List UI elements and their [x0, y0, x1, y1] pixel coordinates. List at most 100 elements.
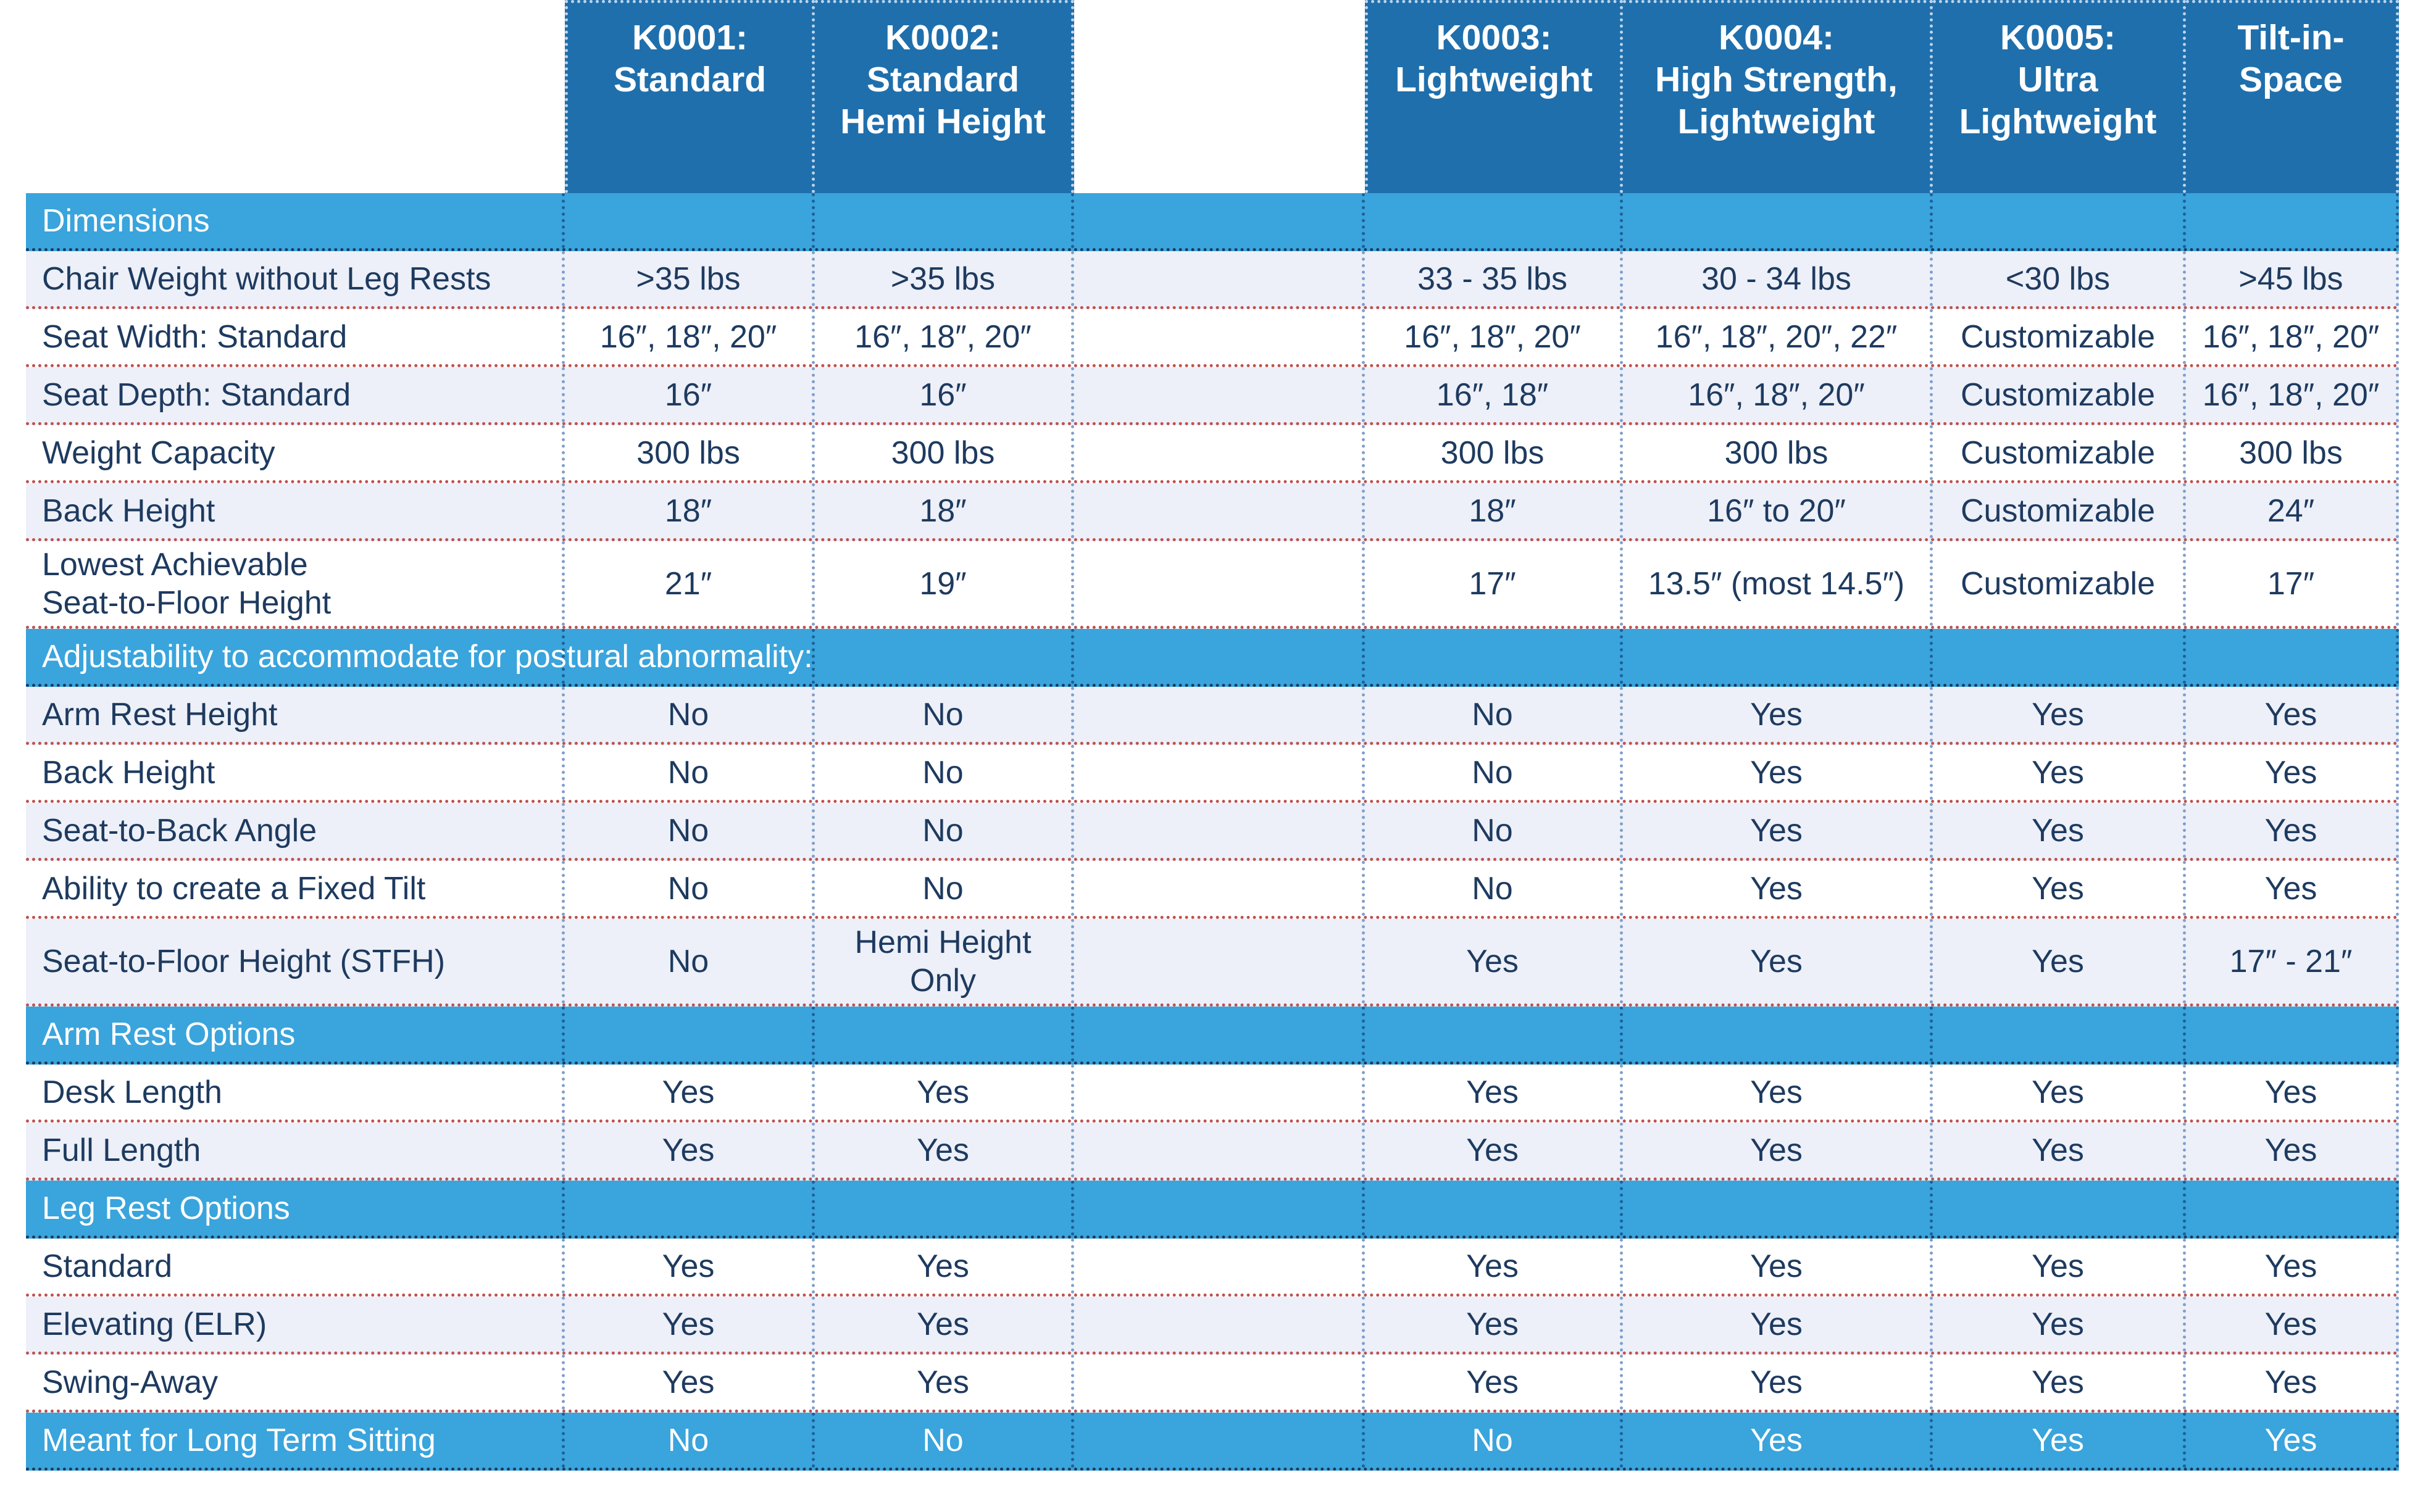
table-cell: Yes [2186, 1355, 2399, 1410]
table-cell: No [1365, 861, 1623, 916]
table-cell: 16″, 18″, 20″ [815, 309, 1074, 364]
table-cell: Yes [1623, 1123, 1933, 1178]
table-cell [1623, 1007, 1933, 1061]
table-cell: 300 lbs [1623, 425, 1933, 480]
table-cell [2186, 629, 2399, 684]
table-cell: 16″, 18″, 20″ [1623, 367, 1933, 422]
table-cell [1933, 193, 2186, 248]
table-cell: Yes [815, 1065, 1074, 1119]
table-cell: Yes [1933, 803, 2186, 858]
table-cell: No [1365, 745, 1623, 800]
table-cell: 16″, 18″, 20″ [565, 309, 815, 364]
row-label: Seat-to-Back Angle [26, 803, 565, 858]
table-cell: 16″ [565, 367, 815, 422]
table-cell [1074, 1123, 1365, 1178]
table-cell [1623, 629, 1933, 684]
row-label: Lowest Achievable Seat-to-Floor Height [26, 541, 565, 626]
table-cell: Customizable [1933, 309, 2186, 364]
table-cell [815, 1181, 1074, 1236]
table-row: Seat-to-Back Angle No No No Yes Yes Yes [26, 803, 2399, 861]
table-cell: Yes [1623, 1239, 1933, 1294]
table-cell: 16″ [815, 367, 1074, 422]
header-k0003: K0003: Lightweight [1365, 0, 1623, 193]
row-label: Desk Length [26, 1065, 565, 1119]
table-cell: Customizable [1933, 483, 2186, 538]
table-cell: Yes [2186, 1413, 2399, 1468]
table-cell: No [565, 745, 815, 800]
header-row: K0001: Standard K0002: Standard Hemi Hei… [26, 0, 2399, 193]
row-label: Meant for Long Term Sitting [26, 1413, 565, 1468]
table-cell: No [565, 803, 815, 858]
table-cell: Yes [815, 1297, 1074, 1352]
table-cell [1074, 919, 1365, 1003]
table-cell [1074, 309, 1365, 364]
table-cell [1074, 1297, 1365, 1352]
table-cell [1074, 687, 1365, 742]
header-tilt-in-space: Tilt-in- Space [2186, 0, 2399, 193]
table-cell [1074, 193, 1365, 248]
table-cell [1933, 629, 2186, 684]
table-cell: No [1365, 687, 1623, 742]
table-cell: 19″ [815, 541, 1074, 626]
table-cell [2186, 193, 2399, 248]
table-cell: 33 - 35 lbs [1365, 251, 1623, 306]
section-label: Arm Rest Options [26, 1007, 565, 1061]
table-cell: Yes [2186, 1239, 2399, 1294]
table-cell: 17″ [1365, 541, 1623, 626]
table-cell: 24″ [2186, 483, 2399, 538]
table-cell: 300 lbs [2186, 425, 2399, 480]
section-label-text: Adjustability to accommodate for postura… [42, 638, 813, 675]
table-cell [565, 1007, 815, 1061]
table-cell: Yes [1933, 687, 2186, 742]
header-gap [1074, 0, 1365, 193]
table-cell: Yes [1623, 803, 1933, 858]
table-cell: Customizable [1933, 367, 2186, 422]
row-label: Chair Weight without Leg Rests [26, 251, 565, 306]
header-k0001: K0001: Standard [565, 0, 815, 193]
table-cell [1074, 425, 1365, 480]
table-cell: 17″ - 21″ [2186, 919, 2399, 1003]
table-cell: 16″, 18″, 20″, 22″ [1623, 309, 1933, 364]
table-cell: 17″ [2186, 541, 2399, 626]
table-cell: Yes [1365, 1355, 1623, 1410]
table-cell: >35 lbs [565, 251, 815, 306]
table-cell: Yes [1933, 1355, 2186, 1410]
table-cell [1074, 1239, 1365, 1294]
table-cell: Yes [565, 1297, 815, 1352]
table-cell: No [815, 1413, 1074, 1468]
section-label-text: Dimensions [42, 202, 210, 239]
table-body: Dimensions Chair Weight without Leg Rests… [26, 193, 2399, 1471]
table-cell: 16″, 18″ [1365, 367, 1623, 422]
table-cell: Yes [1365, 1297, 1623, 1352]
table-cell: 21″ [565, 541, 815, 626]
table-cell: 13.5″ (most 14.5″) [1623, 541, 1933, 626]
table-cell: No [1365, 803, 1623, 858]
table-cell [1074, 251, 1365, 306]
table-cell [1623, 193, 1933, 248]
table-cell [815, 1007, 1074, 1061]
table-cell [1074, 629, 1365, 684]
table-cell: No [565, 861, 815, 916]
table-cell: Yes [815, 1355, 1074, 1410]
table-cell: Yes [1933, 861, 2186, 916]
table-cell: Yes [1623, 745, 1933, 800]
table-row: Swing-Away Yes Yes Yes Yes Yes Yes [26, 1355, 2399, 1413]
table-cell: Yes [1933, 1297, 2186, 1352]
table-cell: <30 lbs [1933, 251, 2186, 306]
table-cell: 18″ [565, 483, 815, 538]
table-row: Back Height 18″ 18″ 18″ 16″ to 20″ Customizab… [26, 483, 2399, 541]
table-cell: 18″ [815, 483, 1074, 538]
table-cell: Yes [1933, 1239, 2186, 1294]
table-cell: No [815, 803, 1074, 858]
table-cell: 300 lbs [565, 425, 815, 480]
table-cell [2186, 1007, 2399, 1061]
table-cell: Yes [1623, 1297, 1933, 1352]
table-cell: Yes [1365, 919, 1623, 1003]
table-row: Weight Capacity 300 lbs 300 lbs 300 lbs 300 … [26, 425, 2399, 483]
table-cell: Yes [1365, 1239, 1623, 1294]
table-row: Desk Length Yes Yes Yes Yes Yes Yes [26, 1065, 2399, 1123]
table-cell: 16″, 18″, 20″ [1365, 309, 1623, 364]
table-cell: Yes [565, 1123, 815, 1178]
row-label: Swing-Away [26, 1355, 565, 1410]
section-label: Adjustability to accommodate for postura… [26, 629, 813, 684]
